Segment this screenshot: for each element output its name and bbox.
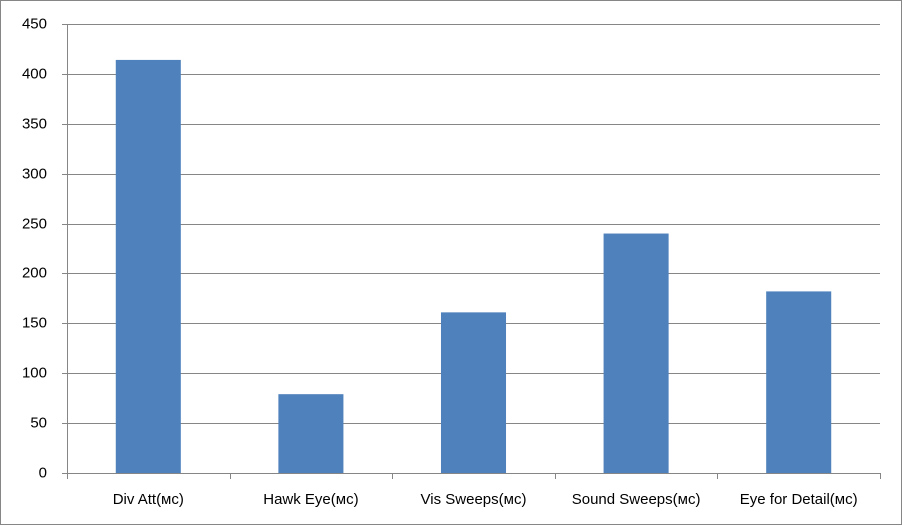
y-tick-label: 350 bbox=[22, 115, 47, 132]
y-tick-label: 200 bbox=[22, 264, 47, 281]
y-tick-label: 400 bbox=[22, 65, 47, 82]
bar bbox=[115, 59, 181, 474]
x-tick-label: Div Att(мс) bbox=[113, 491, 184, 508]
y-tick-label: 300 bbox=[22, 165, 47, 182]
x-tick-label: Sound Sweeps(мс) bbox=[572, 491, 701, 508]
bar bbox=[603, 233, 669, 473]
y-tick-label: 250 bbox=[22, 215, 47, 232]
x-tick-label: Eye for Detail(мс) bbox=[740, 491, 858, 508]
y-tick-label: 450 bbox=[22, 15, 47, 32]
x-tick-label: Hawk Eye(мс) bbox=[263, 491, 358, 508]
y-tick-label: 150 bbox=[22, 314, 47, 331]
y-tick-label: 100 bbox=[22, 364, 47, 381]
bar bbox=[766, 291, 832, 473]
bar bbox=[278, 394, 344, 473]
bar bbox=[440, 312, 507, 473]
y-tick-label: 50 bbox=[30, 414, 47, 431]
x-tick-label: Vis Sweeps(мс) bbox=[421, 491, 527, 508]
y-tick-label: 0 bbox=[39, 464, 47, 481]
